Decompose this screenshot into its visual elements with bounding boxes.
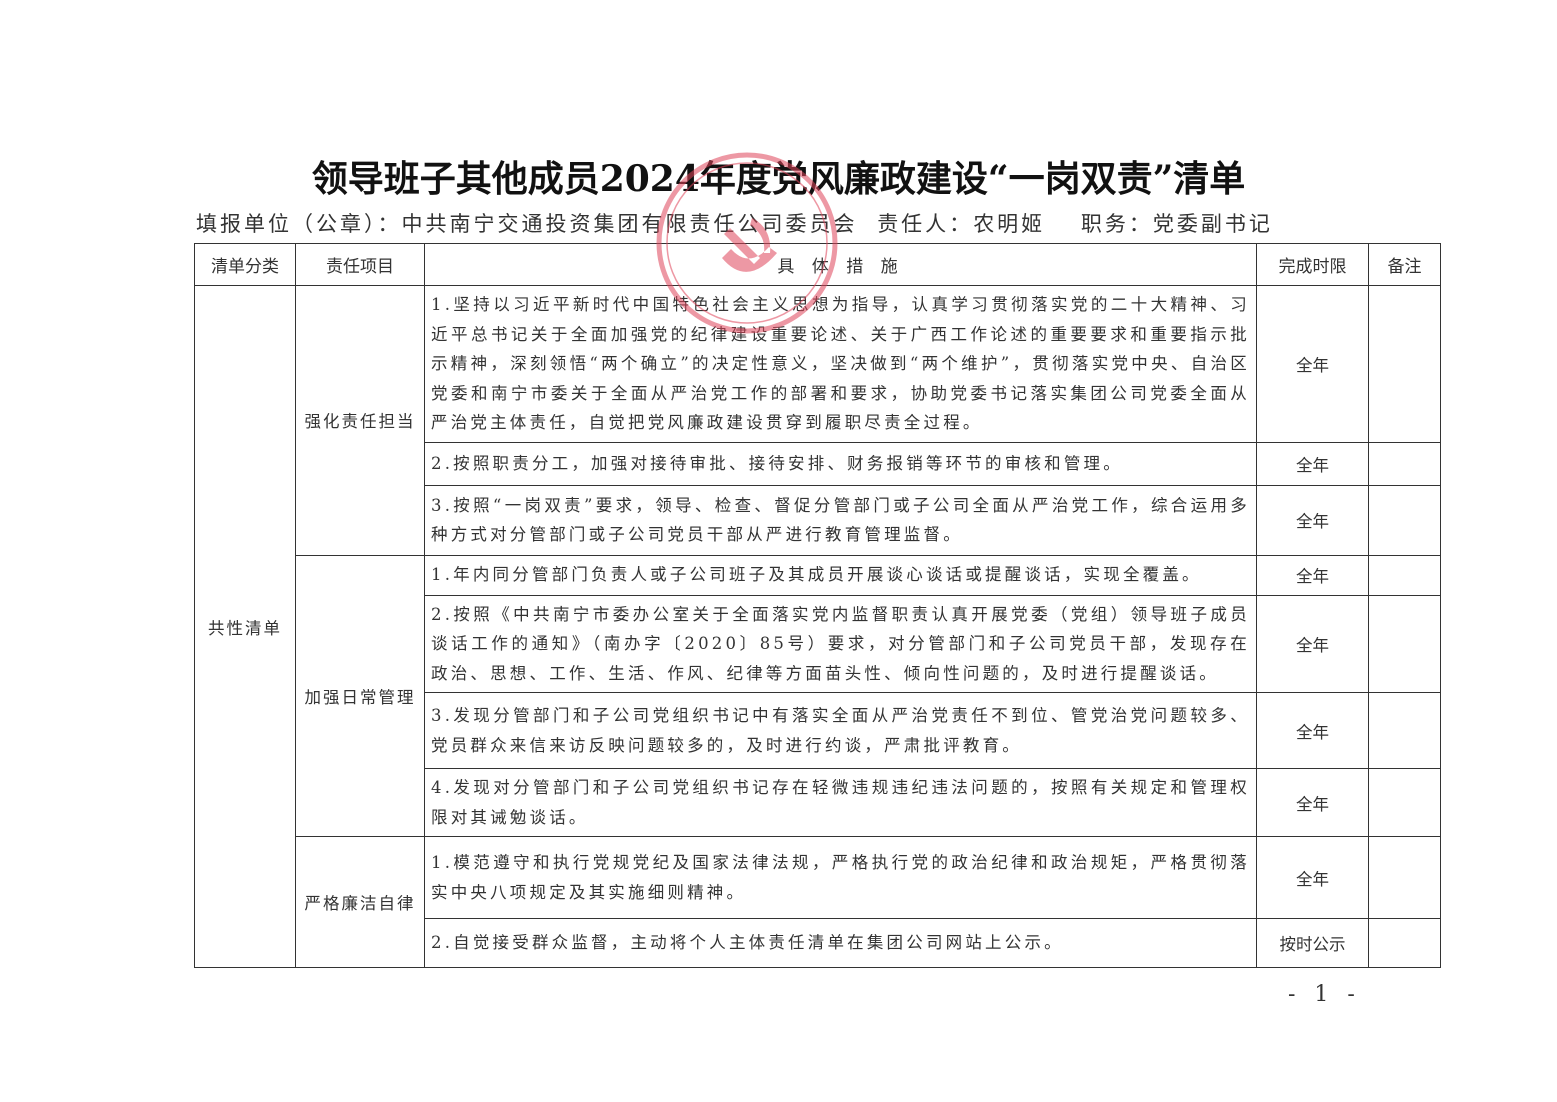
measure-cell: 3.按照“一岗双责”要求，领导、检查、督促分管部门或子公司全面从严治党工作，综合…: [424, 484, 1257, 556]
post-label: 职务：: [1080, 212, 1153, 236]
deadline-cell: 全年: [1256, 441, 1369, 486]
table-row: 严格廉洁自律 1.模范遵守和执行党规党纪及国家法律法规，严格执行党的政治纪律和政…: [195, 836, 1441, 968]
unit-label: 填报单位（公章）：: [196, 212, 402, 236]
deadline-cell: 全年: [1256, 594, 1369, 693]
table-row: 加强日常管理 1.年内同分管部门负责人或子公司班子及其成员开展谈心谈话或提醒谈话…: [195, 554, 1441, 837]
table-row: 2.自觉接受群众监督，主动将个人主体责任清单在集团公司网站上公示。 按时公示: [195, 918, 1441, 968]
item-cell: 加强日常管理: [295, 554, 425, 837]
table-row: 3.按照“一岗双责”要求，领导、检查、督促分管部门或子公司全面从严治党工作，综合…: [195, 484, 1441, 556]
note-cell: [1368, 836, 1441, 919]
note-cell: [1368, 285, 1441, 443]
report-header: 填报单位（公章）：中共南宁交通投资集团有限责任公司委员会 责任人：农明姬 职务：…: [196, 208, 1283, 238]
table-row: 4.发现对分管部门和子公司党组织书记存在轻微违规违纪违法问题的，按照有关规定和管…: [195, 768, 1441, 837]
table-row: 共性清单 强化责任担当 1.坚持以习近平新时代中国特色社会主义思想为指导，认真学…: [194, 285, 1441, 968]
note-cell: [1368, 594, 1441, 693]
measure-cell: 1.模范遵守和执行党规党纪及国家法律法规，严格执行党的政治纪律和政治规矩，严格贯…: [424, 836, 1257, 919]
category-cell: 共性清单: [194, 285, 296, 968]
header-item: 责任项目: [295, 243, 425, 286]
person-label: 责任人：: [877, 212, 974, 236]
deadline-cell: 全年: [1256, 768, 1369, 837]
note-cell: [1368, 484, 1441, 556]
deadline-cell: 按时公示: [1256, 918, 1369, 968]
header-category: 清单分类: [194, 243, 296, 286]
measure-cell: 2.按照《中共南宁市委办公室关于全面落实党内监督职责认真开展党委（党组）领导班子…: [424, 594, 1257, 693]
table-header-row: 清单分类 责任项目 具 体 措 施 完成时限 备注: [194, 243, 1441, 286]
measure-cell: 3.发现分管部门和子公司党组织书记中有落实全面从严治党责任不到位、管党治党问题较…: [424, 692, 1257, 769]
measure-cell: 2.按照职责分工，加强对接待审批、接待安排、财务报销等环节的审核和管理。: [424, 441, 1257, 486]
measure-cell: 4.发现对分管部门和子公司党组织书记存在轻微违规违纪违法问题的，按照有关规定和管…: [424, 768, 1257, 837]
note-cell: [1368, 441, 1441, 486]
page-title: 领导班子其他成员2024年度党风廉政建设“一岗双责”清单: [311, 158, 1246, 200]
note-cell: [1368, 554, 1441, 596]
note-cell: [1368, 692, 1441, 769]
deadline-cell: 全年: [1256, 484, 1369, 556]
table-row: 2.按照职责分工，加强对接待审批、接待安排、财务报销等环节的审核和管理。 全年: [195, 441, 1441, 486]
item-cell: 强化责任担当: [295, 285, 425, 556]
page-number: - 1 -: [1288, 982, 1361, 1007]
unit-value: 中共南宁交通投资集团有限责任公司委员会: [401, 212, 858, 236]
responsibility-table: 清单分类 责任项目 具 体 措 施 完成时限 备注 共性清单 强化责任担当 1.…: [194, 243, 1441, 968]
person-value: 农明姬: [973, 212, 1046, 236]
measure-cell: 1.年内同分管部门负责人或子公司班子及其成员开展谈心谈话或提醒谈话，实现全覆盖。: [424, 554, 1257, 596]
measure-cell: 2.自觉接受群众监督，主动将个人主体责任清单在集团公司网站上公示。: [424, 918, 1257, 968]
deadline-cell: 全年: [1256, 285, 1369, 443]
table-row: 3.发现分管部门和子公司党组织书记中有落实全面从严治党责任不到位、管党治党问题较…: [195, 692, 1441, 769]
note-cell: [1368, 918, 1441, 968]
post-value: 党委副书记: [1152, 212, 1273, 236]
deadline-cell: 全年: [1256, 836, 1369, 919]
deadline-cell: 全年: [1256, 692, 1369, 769]
note-cell: [1368, 768, 1441, 837]
header-note: 备注: [1368, 243, 1441, 286]
deadline-cell: 全年: [1256, 554, 1369, 596]
item-cell: 严格廉洁自律: [295, 836, 425, 968]
header-deadline: 完成时限: [1256, 243, 1369, 286]
table-row: 2.按照《中共南宁市委办公室关于全面落实党内监督职责认真开展党委（党组）领导班子…: [195, 594, 1441, 693]
header-measures: 具 体 措 施: [424, 243, 1257, 286]
measure-cell: 1.坚持以习近平新时代中国特色社会主义思想为指导，认真学习贯彻落实党的二十大精神…: [424, 285, 1257, 443]
